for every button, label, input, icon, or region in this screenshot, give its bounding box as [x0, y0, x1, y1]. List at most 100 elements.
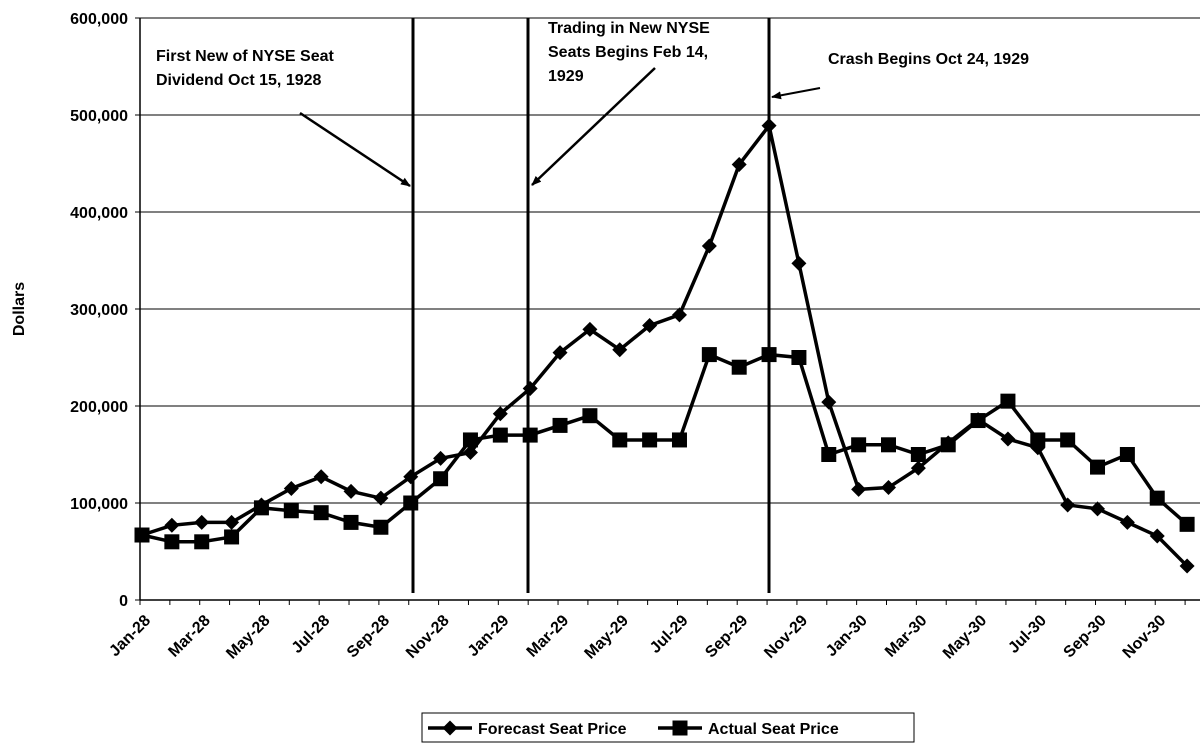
- y-tick-label: 600,000: [70, 11, 128, 28]
- y-tick-label: 100,000: [70, 496, 128, 513]
- x-tick-label: Sep-30: [1061, 612, 1110, 661]
- square-marker: [403, 495, 419, 511]
- square-marker: [851, 437, 867, 453]
- square-marker: [1149, 490, 1165, 506]
- x-tick-label: May-28: [223, 612, 273, 662]
- diamond-marker: [1149, 528, 1165, 544]
- arrow: [771, 87, 821, 100]
- series-line: [141, 121, 1189, 568]
- y-tick-label: 500,000: [70, 108, 128, 125]
- diamond-marker: [462, 445, 478, 461]
- x-tick-label: Nov-28: [403, 612, 453, 662]
- square-marker: [1030, 432, 1046, 448]
- square-marker: [1179, 516, 1195, 532]
- square-marker: [582, 408, 598, 424]
- square-marker: [1060, 432, 1076, 448]
- diamond-marker: [373, 490, 389, 506]
- square-marker: [791, 350, 807, 365]
- x-tick-label: Jul-29: [647, 612, 692, 657]
- x-tick-label: Sep-29: [702, 612, 751, 661]
- square-marker: [194, 534, 210, 550]
- diamond-marker: [343, 483, 359, 499]
- diamond-marker: [1060, 497, 1076, 513]
- diamond-marker: [731, 156, 747, 172]
- x-tick-label: Mar-30: [882, 612, 931, 661]
- annotation-line: Dividend Oct 15, 1928: [156, 72, 322, 89]
- arrow: [299, 111, 411, 188]
- diamond-marker: [283, 480, 299, 496]
- diamond-marker: [671, 307, 687, 323]
- y-tick-label: 0: [119, 593, 128, 610]
- x-tick-label: Nov-29: [761, 612, 811, 662]
- x-tick-label: May-29: [582, 612, 632, 662]
- arrow: [531, 67, 656, 186]
- diamond-marker: [761, 118, 777, 134]
- x-tick-label: Jan-29: [465, 612, 513, 660]
- diamond-marker: [194, 514, 210, 530]
- square-marker: [164, 534, 180, 550]
- annotation-line: Trading in New NYSE: [548, 20, 710, 37]
- square-marker: [1119, 447, 1135, 462]
- diamond-marker: [881, 479, 896, 495]
- diamond-marker: [552, 345, 568, 361]
- diamond-marker: [433, 450, 449, 466]
- diamond-marker: [582, 321, 598, 337]
- square-marker: [701, 347, 717, 363]
- diamond-marker: [1090, 501, 1106, 517]
- square-marker: [731, 359, 747, 375]
- square-marker: [910, 447, 926, 462]
- square-marker: [1000, 393, 1016, 409]
- annotation-line: First New of NYSE Seat: [156, 48, 334, 65]
- square-marker: [134, 527, 150, 543]
- x-tick-label: Nov-30: [1120, 612, 1170, 662]
- x-tick-label: May-30: [940, 612, 990, 662]
- annotation: First New of NYSE Seat Dividend Oct 15, 1…: [156, 48, 334, 89]
- square-marker: [373, 519, 389, 535]
- square-marker: [881, 437, 896, 453]
- square-marker: [462, 432, 478, 448]
- square-marker: [552, 417, 568, 433]
- x-tick-label: Mar-29: [524, 612, 573, 661]
- y-tick-label: 400,000: [70, 205, 128, 222]
- square-marker: [761, 347, 777, 363]
- x-tick-label: Jul-28: [289, 612, 334, 657]
- diamond-marker: [224, 514, 240, 530]
- annotation: Trading in New NYSE Seats Begins Feb 14, 1…: [548, 20, 710, 85]
- diamond-marker: [1119, 514, 1135, 530]
- square-marker: [612, 432, 628, 448]
- x-tick-label: Sep-28: [344, 612, 393, 661]
- diamond-marker: [313, 469, 329, 485]
- square-marker: [821, 447, 837, 462]
- square-marker: [343, 514, 359, 530]
- square-marker: [1090, 459, 1106, 475]
- square-marker: [224, 529, 240, 545]
- diamond-marker: [164, 517, 180, 533]
- annotation-line: Crash Begins Oct 24, 1929: [828, 51, 1029, 68]
- x-tick-label: Jan-28: [106, 612, 154, 660]
- x-tick-label: Mar-28: [165, 612, 214, 661]
- annotation-line: 1929: [548, 68, 584, 85]
- x-tick-label: Jan-30: [823, 612, 871, 660]
- diamond-marker: [403, 469, 419, 485]
- square-marker: [283, 503, 299, 519]
- diamond-marker: [701, 238, 717, 254]
- diamond-marker: [791, 255, 807, 271]
- diamond-marker: [1000, 431, 1016, 447]
- diamond-marker: [492, 406, 508, 422]
- y-tick-label: 200,000: [70, 399, 128, 416]
- square-marker: [642, 432, 658, 448]
- square-marker: [522, 427, 538, 443]
- legend-label: Forecast Seat Price: [478, 721, 627, 738]
- diamond-marker: [910, 460, 926, 476]
- diamond-marker: [612, 342, 628, 358]
- diamond-marker: [1179, 558, 1195, 574]
- square-marker: [970, 413, 986, 429]
- x-tick-label: Jul-30: [1005, 612, 1050, 657]
- square-marker: [671, 432, 687, 448]
- square-marker: [940, 437, 956, 453]
- square-marker: [253, 500, 269, 516]
- diamond-marker: [442, 720, 458, 736]
- square-marker: [492, 427, 508, 443]
- legend-label: Actual Seat Price: [708, 721, 839, 738]
- diamond-marker: [642, 317, 658, 333]
